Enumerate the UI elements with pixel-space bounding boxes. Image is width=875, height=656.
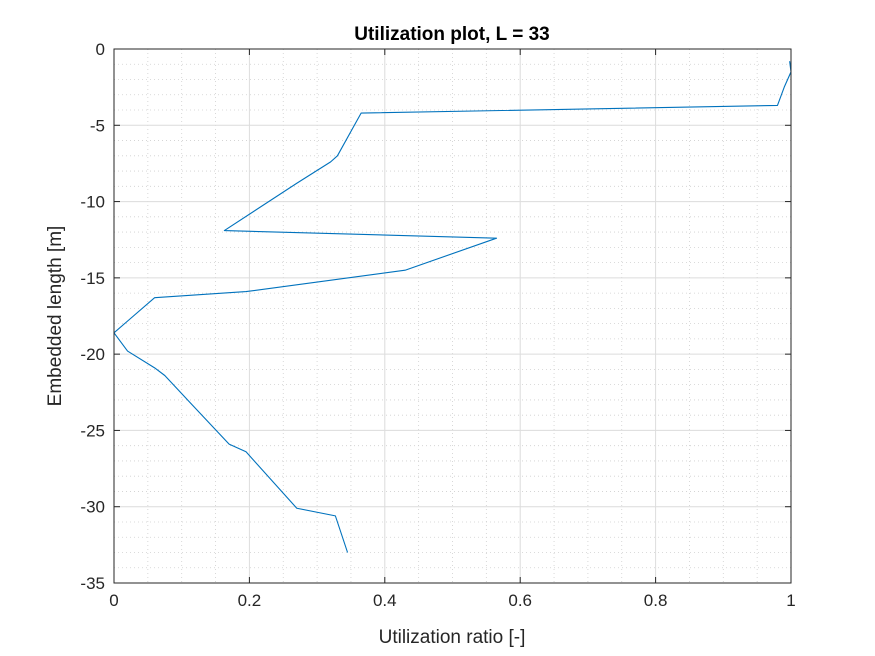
x-tick-label: 0.4 [373, 591, 397, 610]
plot-area: 0 0.2 0.4 0.6 0.8 1 0 -5 -10 -15 -20 -25 -30 -35 [80, 40, 795, 610]
minor-grid [114, 49, 791, 583]
y-tick-label: -15 [80, 269, 105, 288]
series-layer [113, 61, 792, 553]
y-axis-label: Embedded length [m] [45, 226, 66, 407]
y-tick-label: 0 [96, 40, 105, 59]
x-tick-label: 0 [109, 591, 118, 610]
y-axis-ticks: 0 -5 -10 -15 -20 -25 -30 -35 [80, 40, 791, 593]
axes-box [113, 48, 792, 584]
x-tick-label: 0.2 [238, 591, 262, 610]
y-tick-label: -25 [80, 421, 105, 440]
y-tick-label: -5 [90, 116, 105, 135]
series-line-0 [113, 61, 792, 553]
y-tick-label: -30 [80, 498, 105, 517]
y-tick-label: -20 [80, 345, 105, 364]
x-axis-ticks: 0 0.2 0.4 0.6 0.8 1 [109, 49, 796, 610]
x-tick-label: 0.8 [644, 591, 668, 610]
chart-title: Utilization plot, L = 33 [354, 24, 549, 45]
x-axis-label: Utilization ratio [-] [379, 627, 526, 648]
x-tick-label: 1 [786, 591, 795, 610]
x-tick-label: 0.6 [508, 591, 532, 610]
y-tick-label: -10 [80, 193, 105, 212]
y-tick-label: -35 [80, 574, 105, 593]
